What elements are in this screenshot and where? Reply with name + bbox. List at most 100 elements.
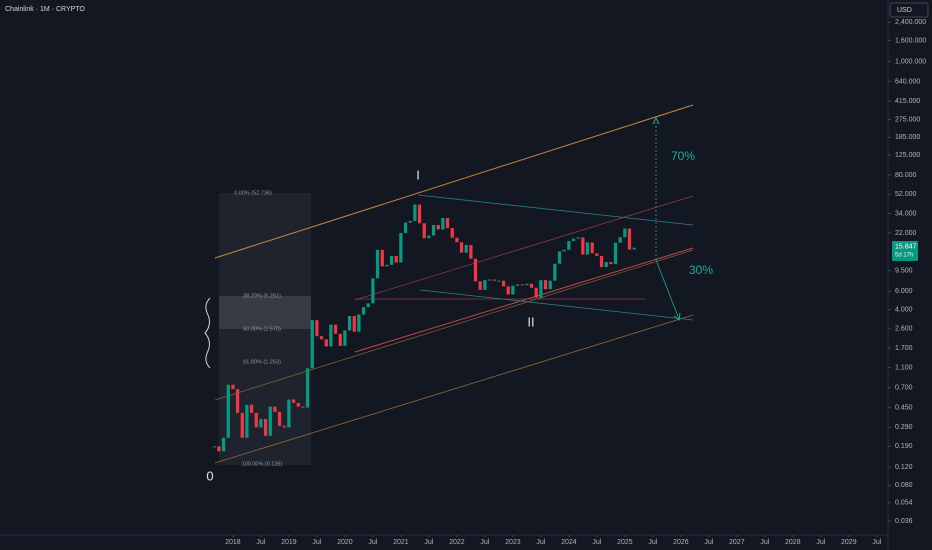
fib-zone bbox=[219, 296, 311, 329]
x-tick-label: Jul bbox=[648, 539, 657, 546]
currency-label[interactable]: USD bbox=[897, 7, 912, 14]
candle bbox=[492, 279, 496, 281]
x-tick-label: Jul bbox=[536, 539, 545, 546]
candle bbox=[632, 247, 636, 250]
y-tick-label: 0.054 bbox=[895, 500, 913, 507]
candle bbox=[235, 389, 240, 413]
candle bbox=[212, 446, 216, 448]
countdown: 5d 17h bbox=[895, 253, 913, 259]
x-tick-label: 2018 bbox=[225, 539, 241, 546]
red-channel-upper bbox=[354, 195, 694, 301]
y-tick-label: 275.000 bbox=[895, 116, 920, 123]
candle bbox=[455, 237, 459, 243]
y-tick-label: 415.000 bbox=[895, 98, 920, 105]
channel-upper bbox=[214, 104, 694, 259]
candle bbox=[329, 324, 333, 347]
candle bbox=[259, 418, 263, 428]
candle bbox=[357, 314, 361, 332]
candle bbox=[217, 446, 221, 452]
candle bbox=[464, 245, 468, 253]
x-tick-label: 2026 bbox=[673, 539, 689, 546]
y-tick-label: 9.500 bbox=[895, 268, 913, 275]
candle bbox=[231, 384, 235, 390]
candle bbox=[469, 245, 473, 259]
y-tick-label: 1.700 bbox=[895, 345, 913, 352]
candle bbox=[595, 253, 599, 256]
candle bbox=[506, 286, 510, 295]
y-tick-label: 0.290 bbox=[895, 424, 913, 431]
candle bbox=[254, 412, 258, 428]
candle bbox=[315, 320, 319, 337]
x-tick-label: 2020 bbox=[337, 539, 353, 546]
candle bbox=[557, 251, 562, 264]
candle bbox=[483, 280, 487, 290]
candle bbox=[282, 425, 286, 428]
candle bbox=[478, 281, 482, 290]
x-tick-label: Jul bbox=[256, 539, 265, 546]
candle bbox=[417, 204, 422, 224]
candle bbox=[520, 284, 524, 286]
candle bbox=[333, 324, 338, 334]
fib-label: 50.00% (2.570) bbox=[243, 326, 281, 332]
candle bbox=[343, 330, 347, 346]
candle bbox=[609, 262, 613, 265]
y-tick-label: 0.036 bbox=[895, 518, 913, 525]
candle bbox=[361, 307, 366, 315]
candle bbox=[567, 241, 571, 250]
candle bbox=[534, 287, 538, 298]
y-tick-label: 6.000 bbox=[895, 288, 913, 295]
y-tick-label: 2,400.000 bbox=[895, 19, 926, 26]
candle bbox=[604, 262, 608, 268]
candle bbox=[338, 333, 342, 346]
y-tick-label: 1.100 bbox=[895, 364, 913, 371]
candle bbox=[623, 228, 627, 238]
channel-mid bbox=[214, 249, 694, 401]
last-price: 15.847 bbox=[895, 243, 917, 250]
candle bbox=[581, 237, 585, 255]
y-tick-label: 0.700 bbox=[895, 385, 913, 392]
candle bbox=[291, 399, 296, 403]
candle bbox=[450, 228, 454, 238]
x-tick-label: 2019 bbox=[281, 539, 297, 546]
candle bbox=[497, 280, 501, 282]
y-tick-label: 0.450 bbox=[895, 404, 913, 411]
candle bbox=[319, 336, 324, 340]
candle bbox=[576, 237, 580, 239]
y-tick-label: 640.000 bbox=[895, 78, 920, 85]
x-tick-label: Jul bbox=[872, 539, 881, 546]
candle bbox=[366, 303, 370, 308]
candle bbox=[380, 249, 384, 267]
x-tick-label: Jul bbox=[424, 539, 433, 546]
candle bbox=[408, 220, 412, 223]
x-tick-label: 2028 bbox=[785, 539, 801, 546]
x-tick-label: 2024 bbox=[561, 539, 577, 546]
y-tick-label: 0.190 bbox=[895, 443, 913, 450]
candle bbox=[221, 437, 226, 452]
y-tick-label: 4.000 bbox=[895, 306, 913, 313]
currency-button[interactable] bbox=[889, 2, 929, 18]
candle bbox=[529, 283, 534, 288]
candle bbox=[301, 406, 305, 408]
candle bbox=[431, 224, 436, 236]
candle bbox=[371, 278, 375, 304]
candle bbox=[389, 255, 394, 265]
candle bbox=[427, 235, 431, 239]
y-tick-label: 22.000 bbox=[895, 230, 917, 237]
red-channel-lower bbox=[354, 247, 694, 353]
x-tick-label: 2025 bbox=[617, 539, 633, 546]
candle bbox=[548, 280, 552, 290]
price-badge bbox=[892, 241, 918, 261]
drop-arrow bbox=[655, 259, 680, 320]
candle bbox=[441, 218, 445, 230]
candle bbox=[324, 339, 328, 347]
candle bbox=[403, 222, 408, 233]
y-tick-label: 0.120 bbox=[895, 464, 913, 471]
candle bbox=[571, 238, 576, 242]
teal-lower bbox=[419, 289, 694, 321]
candle bbox=[436, 224, 440, 230]
x-tick-label: 2022 bbox=[449, 539, 465, 546]
channel-lower bbox=[214, 314, 694, 464]
candle bbox=[487, 279, 492, 281]
percent-label: 70% bbox=[671, 149, 695, 163]
